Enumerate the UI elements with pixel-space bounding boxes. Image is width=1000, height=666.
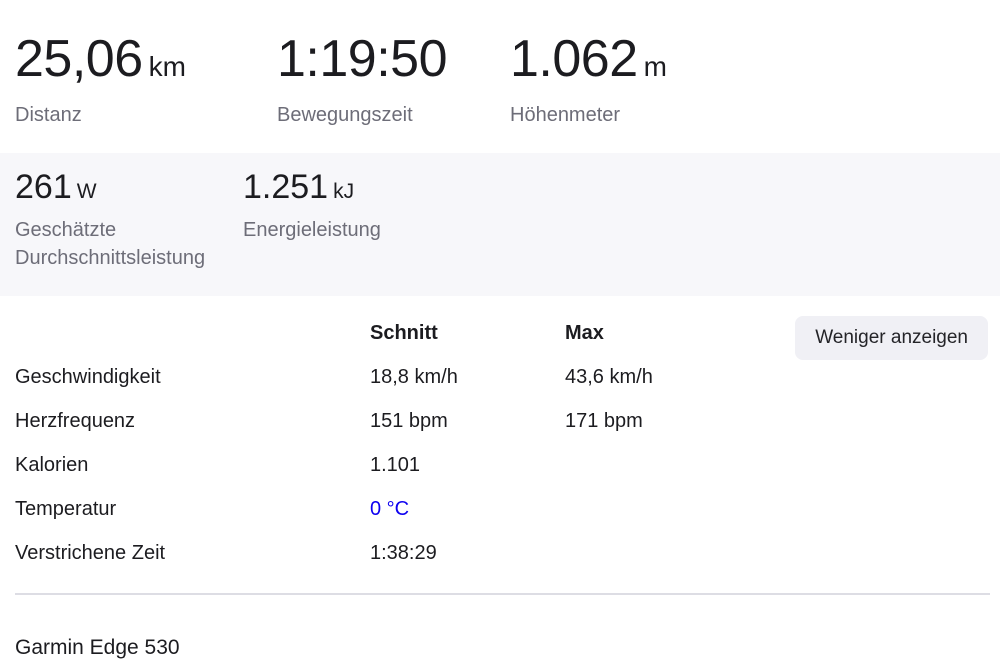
column-header-avg: Schnitt bbox=[370, 321, 438, 344]
stat-energy-output-value: 1.251 kJ bbox=[243, 167, 1000, 212]
temperature-link[interactable]: 0 °C bbox=[370, 497, 410, 520]
stat-elevation-unit: m bbox=[643, 51, 667, 82]
table-row-heart-rate: Herzfrequenz 151 bpm 171 bpm bbox=[15, 399, 1000, 443]
details-header-row: Schnitt Max bbox=[15, 311, 1000, 355]
row-label: Verstrichene Zeit bbox=[15, 541, 166, 564]
row-avg-value: 1.101 bbox=[370, 453, 421, 476]
stat-moving-time: 1:19:50 Bewegungszeit bbox=[277, 28, 510, 128]
stat-elevation-value: 1.062 m bbox=[510, 28, 1000, 98]
stat-avg-power-label: Geschätzte Durchschnittsleistung bbox=[15, 219, 206, 269]
stat-elevation-label: Höhenmeter bbox=[510, 104, 621, 126]
stat-moving-time-label: Bewegungszeit bbox=[277, 104, 413, 126]
stat-distance: 25,06 km Distanz bbox=[15, 28, 277, 128]
stat-distance-value: 25,06 km bbox=[15, 28, 277, 98]
stat-energy-output-number: 1.251 bbox=[243, 168, 329, 206]
table-row-speed: Geschwindigkeit 18,8 km/h 43,6 km/h bbox=[15, 355, 1000, 399]
table-row-temperature: Temperatur 0 °C bbox=[15, 487, 1000, 531]
table-row-elapsed-time: Verstrichene Zeit 1:38:29 bbox=[15, 531, 1000, 575]
column-header-max: Max bbox=[565, 321, 604, 344]
stat-energy-output-unit: kJ bbox=[333, 180, 355, 203]
row-label: Herzfrequenz bbox=[15, 409, 136, 432]
row-label: Temperatur bbox=[15, 497, 117, 520]
table-row-calories: Kalorien 1.101 bbox=[15, 443, 1000, 487]
row-avg-value: 151 bpm bbox=[370, 409, 448, 432]
stat-avg-power-number: 261 bbox=[15, 168, 72, 206]
primary-stats-row: 25,06 km Distanz 1:19:50 Bewegungszeit 1.… bbox=[0, 0, 1000, 128]
row-max-value: 171 bpm bbox=[565, 409, 643, 432]
stat-distance-number: 25,06 bbox=[15, 30, 143, 88]
power-stats-band: 261 W Geschätzte Durchschnittsleistung 1.… bbox=[0, 153, 1000, 296]
row-avg-value: 18,8 km/h bbox=[370, 365, 458, 388]
stat-energy-output-label: Energieleistung bbox=[243, 219, 381, 241]
row-label: Geschwindigkeit bbox=[15, 365, 161, 388]
stat-elevation: 1.062 m Höhenmeter bbox=[510, 28, 1000, 128]
stat-energy-output: 1.251 kJ Energieleistung bbox=[243, 167, 1000, 272]
show-less-button[interactable]: Weniger anzeigen bbox=[795, 316, 988, 360]
device-name: Garmin Edge 530 bbox=[15, 636, 180, 659]
row-avg-value: 1:38:29 bbox=[370, 541, 437, 564]
section-divider bbox=[15, 593, 990, 595]
stat-moving-time-value: 1:19:50 bbox=[277, 28, 510, 98]
stat-avg-power-value: 261 W bbox=[15, 167, 243, 212]
stat-distance-label: Distanz bbox=[15, 104, 82, 126]
stat-avg-power: 261 W Geschätzte Durchschnittsleistung bbox=[15, 167, 243, 272]
stat-moving-time-number: 1:19:50 bbox=[277, 30, 448, 88]
row-max-value: 43,6 km/h bbox=[565, 365, 653, 388]
stat-distance-unit: km bbox=[148, 51, 186, 82]
stat-avg-power-unit: W bbox=[76, 180, 97, 203]
details-table: Weniger anzeigen Schnitt Max Geschwindig… bbox=[0, 311, 1000, 575]
stat-elevation-number: 1.062 bbox=[510, 30, 638, 88]
row-label: Kalorien bbox=[15, 453, 89, 476]
